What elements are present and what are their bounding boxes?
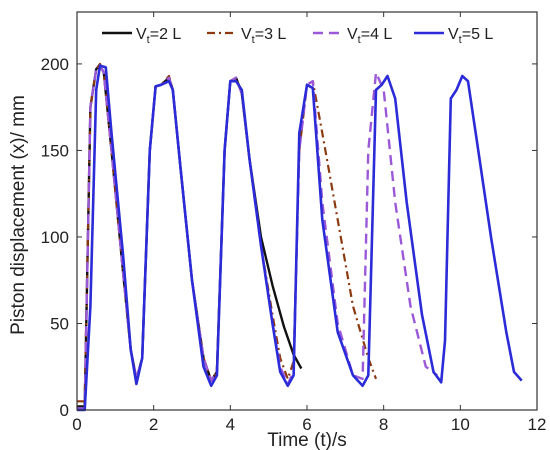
legend-item: Vt=2 L [102,26,181,46]
legend: Vt=2 L Vt=3 L Vt=4 L Vt=5 L [102,26,493,46]
y-tick-label: 150 [41,141,69,160]
x-tick-label: 10 [451,415,470,434]
tick-marks [76,12,538,411]
x-tick-label: 2 [149,415,158,434]
legend-label: Vt=4 L [347,26,392,46]
x-axis-label: Time (t)/s [267,430,347,450]
legend-label: Vt=2 L [136,26,181,46]
series-vt-5-l [76,64,523,412]
x-tick-label: 8 [379,415,388,434]
y-tick-label: 100 [41,228,69,247]
legend-item: Vt=4 L [313,26,392,46]
x-tick-label: 0 [72,415,81,434]
x-tick-label: 6 [302,415,311,434]
series-line-vt-5-l [77,64,523,412]
y-tick-label: 0 [60,401,69,420]
series-layer [76,62,523,412]
plot-frame [76,11,538,411]
x-tick-label: 4 [226,415,235,434]
y-axis-label: Piston displacement (x)/ mm [8,95,29,335]
x-tick-labels: 0 2 4 6 8 10 12 [72,415,546,434]
x-tick-label: 12 [528,415,547,434]
legend-item: Vt=3 L [207,26,286,46]
y-tick-labels: 0 50 100 150 200 [41,55,69,420]
legend-label: Vt=5 L [448,26,493,46]
y-tick-label: 200 [41,55,69,74]
legend-label: Vt=3 L [241,26,286,46]
y-tick-label: 50 [50,314,69,333]
legend-item: Vt=5 L [414,26,493,46]
